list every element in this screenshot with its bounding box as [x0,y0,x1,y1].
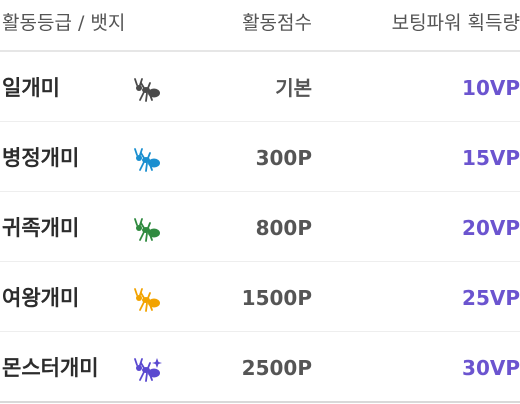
activity-score: 2500P [241,356,312,380]
activity-score: 기본 [275,76,312,100]
grade-name: 병정개미 [2,146,80,170]
voting-power: 30VP [462,356,520,380]
ant-icon-blue [132,145,162,175]
activity-score: 800P [255,216,312,240]
table-row: 몬스터개미 2500P 30VP [0,332,520,403]
grade-name: 몬스터개미 [2,356,99,380]
table-header: 활동등급 / 뱃지 활동점수 보팅파워 획득량 [0,0,520,52]
header-voting-power: 보팅파워 획득량 [391,12,520,34]
table-body: 일개미 기본 10VP 병정개미 300P 15VP 귀족개미 800P 20VP 여왕개미 150… [0,52,520,403]
voting-power: 15VP [462,146,520,170]
voting-power: 10VP [462,76,520,100]
table-row: 일개미 기본 10VP [0,52,520,122]
ant-icon-green [132,215,162,245]
header-activity-score: 활동점수 [242,12,312,34]
ant-icon-gray [132,75,162,105]
grade-name: 여왕개미 [2,286,80,310]
grade-name: 일개미 [2,76,60,100]
ant-icon-orange [132,285,162,315]
header-grade-badge: 활동등급 / 뱃지 [2,12,126,34]
table-row: 귀족개미 800P 20VP [0,192,520,262]
activity-score: 300P [255,146,312,170]
table-row: 여왕개미 1500P 25VP [0,262,520,332]
grade-name: 귀족개미 [2,216,80,240]
table-row: 병정개미 300P 15VP [0,122,520,192]
activity-score: 1500P [241,286,312,310]
ant-icon-purple [132,355,162,385]
voting-power: 25VP [462,286,520,310]
voting-power: 20VP [462,216,520,240]
